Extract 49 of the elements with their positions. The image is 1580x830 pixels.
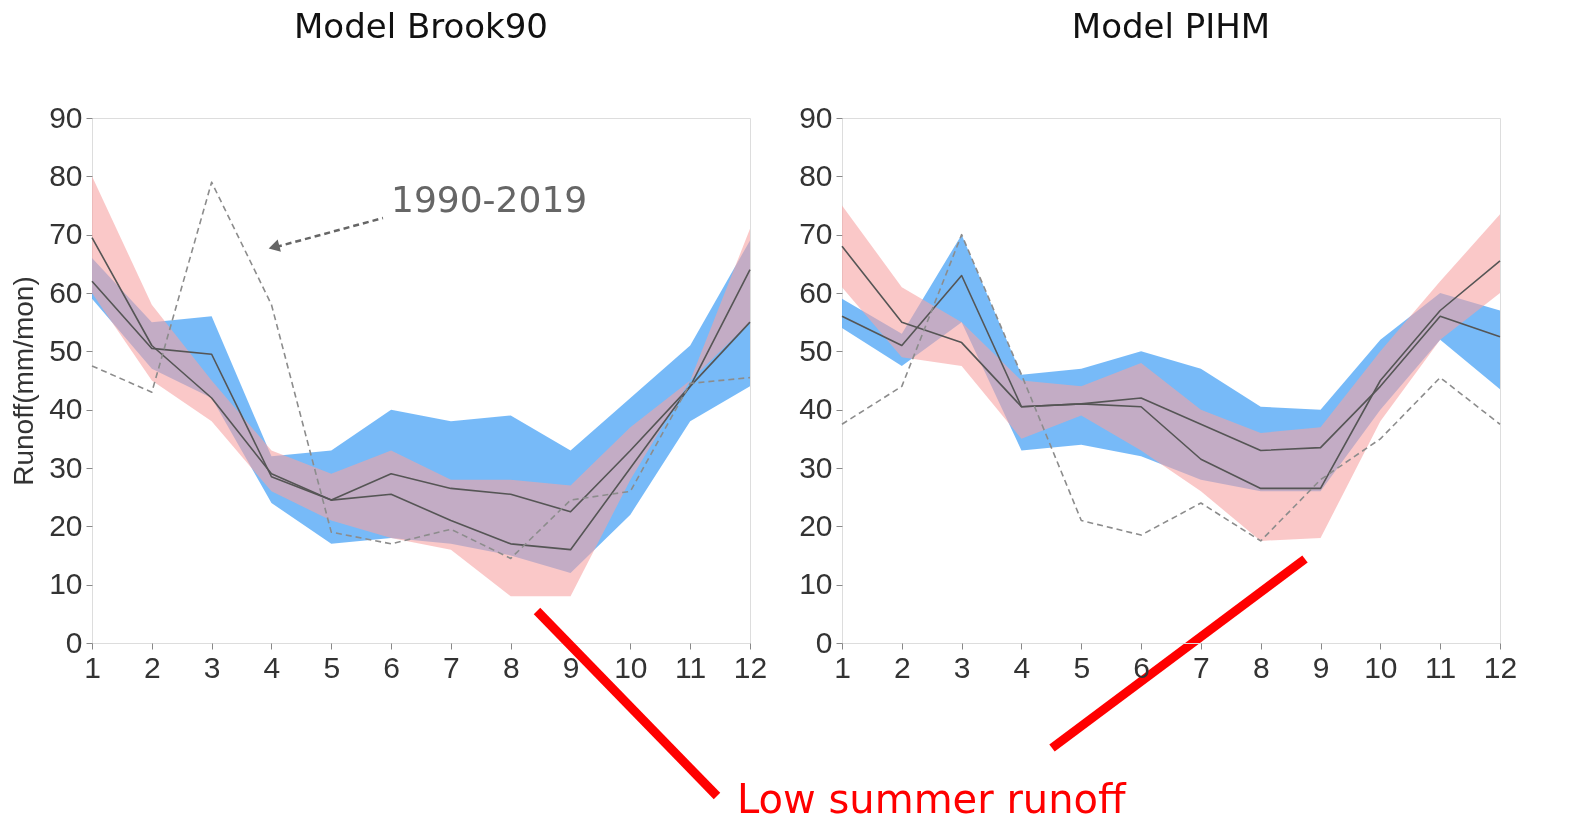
y-tick-label: 0: [65, 625, 83, 659]
y-tick-label: 90: [49, 100, 83, 134]
text: Low summer runoff: [737, 776, 1127, 822]
y-tick-label: 30: [49, 450, 83, 484]
x-tick-label: 4: [1013, 650, 1031, 684]
x-tick-label: 9: [562, 650, 580, 684]
y-tick-label: 30: [799, 450, 833, 484]
x-tick-label: 9: [1312, 650, 1330, 684]
y-tick-label: 70: [49, 217, 83, 251]
x-tick-label: 6: [383, 650, 400, 684]
y-tick-label: 60: [799, 275, 833, 309]
y-tick-label: 40: [49, 392, 83, 426]
x-tick-label: 6: [1133, 650, 1150, 684]
y-axis-title: Runoff(mm/mon): [8, 276, 40, 486]
y-tick-label: 40: [799, 392, 833, 426]
annotation: 1990-2019: [391, 179, 588, 220]
y-tick-label: 10: [49, 567, 83, 601]
x-tick-label: 10: [614, 650, 648, 684]
y-tick-label: 50: [49, 333, 83, 367]
y-tick-label: 50: [799, 333, 833, 367]
x-tick-label: 12: [733, 650, 768, 684]
x-tick-label: 7: [1193, 650, 1210, 684]
y-tick-label: 10: [799, 567, 833, 601]
x-tick-label: 5: [323, 650, 341, 684]
x-tick-label: 12: [1483, 650, 1518, 684]
y-tick-label: 60: [49, 275, 83, 309]
x-tick-label: 2: [143, 650, 161, 684]
x-tick-label: 4: [263, 650, 281, 684]
y-tick-label: 20: [799, 508, 833, 542]
y-tick-label: 0: [815, 625, 833, 659]
x-tick-label: 11: [675, 650, 707, 684]
x-tick-label: 11: [1425, 650, 1457, 684]
y-tick-label: 80: [799, 158, 833, 192]
x-tick-label: 8: [502, 650, 520, 684]
x-tick-label: 3: [953, 650, 971, 684]
y-tick-label: 20: [49, 508, 83, 542]
x-tick-label: 10: [1364, 650, 1398, 684]
chart-title: Model PIHM: [1071, 6, 1271, 46]
y-tick-label: 80: [49, 158, 83, 192]
x-tick-label: 7: [443, 650, 460, 684]
x-tick-label: 5: [1073, 650, 1091, 684]
y-tick-label: 90: [799, 100, 833, 134]
x-tick-label: 3: [203, 650, 221, 684]
x-tick-label: 2: [893, 650, 911, 684]
chart-title: Model Brook90: [293, 6, 549, 46]
y-tick-label: 70: [799, 217, 833, 251]
x-tick-label: 1: [834, 650, 851, 684]
x-tick-label: 8: [1252, 650, 1270, 684]
x-tick-label: 1: [84, 650, 101, 684]
